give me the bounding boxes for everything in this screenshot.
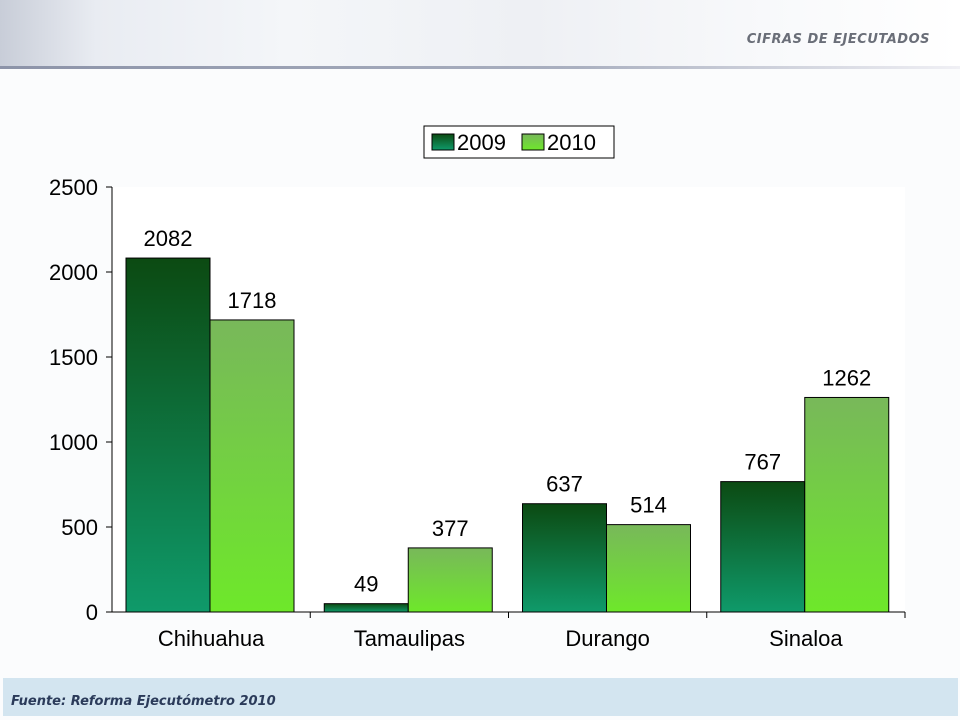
y-tick-label: 1500 <box>49 345 98 370</box>
x-tick-label: Sinaloa <box>769 626 843 651</box>
source-note: Fuente: Reforma Ejecutómetro 2010 <box>11 694 276 709</box>
bar-2010-chihuahua <box>209 319 295 613</box>
x-tick-label: Chihuahua <box>158 626 265 651</box>
y-tick-label: 2500 <box>49 175 98 200</box>
bar-2009-chihuahua <box>125 257 211 613</box>
legend: 2009 2010 <box>423 125 615 159</box>
slide-title: CIFRAS DE EJECUTADOS <box>746 32 930 47</box>
y-tick-label: 1000 <box>49 430 98 455</box>
data-label: 767 <box>744 450 781 475</box>
footer-bar: Fuente: Reforma Ejecutómetro 2010 <box>3 678 958 716</box>
data-label: 637 <box>546 472 583 497</box>
data-label: 1262 <box>822 365 871 390</box>
data-label: 49 <box>354 572 378 597</box>
banner-divider <box>0 66 960 69</box>
header-banner: CIFRAS DE EJECUTADOS <box>0 0 960 69</box>
data-label: 1718 <box>228 288 277 313</box>
x-tick-label: Tamaulipas <box>354 626 465 651</box>
data-label: 2082 <box>144 226 193 251</box>
bar-2010-durango <box>606 524 691 613</box>
data-label: 514 <box>630 493 667 518</box>
data-label: 377 <box>432 516 469 541</box>
legend-label-2009: 2009 <box>457 130 506 155</box>
bar-2010-tamaulipas <box>407 547 493 613</box>
legend-label-2010: 2010 <box>547 130 596 155</box>
y-tick-label: 0 <box>86 600 98 625</box>
x-tick-label: Durango <box>565 626 649 651</box>
y-tick-label: 500 <box>61 515 98 540</box>
legend-swatch-2009 <box>431 133 455 151</box>
legend-swatch-2010 <box>521 133 545 151</box>
y-tick-label: 2000 <box>49 260 98 285</box>
bar-2009-sinaloa <box>720 481 806 613</box>
bar-2010-sinaloa <box>804 396 890 613</box>
bar-2009-tamaulipas <box>323 603 409 613</box>
bar-2009-durango <box>522 503 607 613</box>
